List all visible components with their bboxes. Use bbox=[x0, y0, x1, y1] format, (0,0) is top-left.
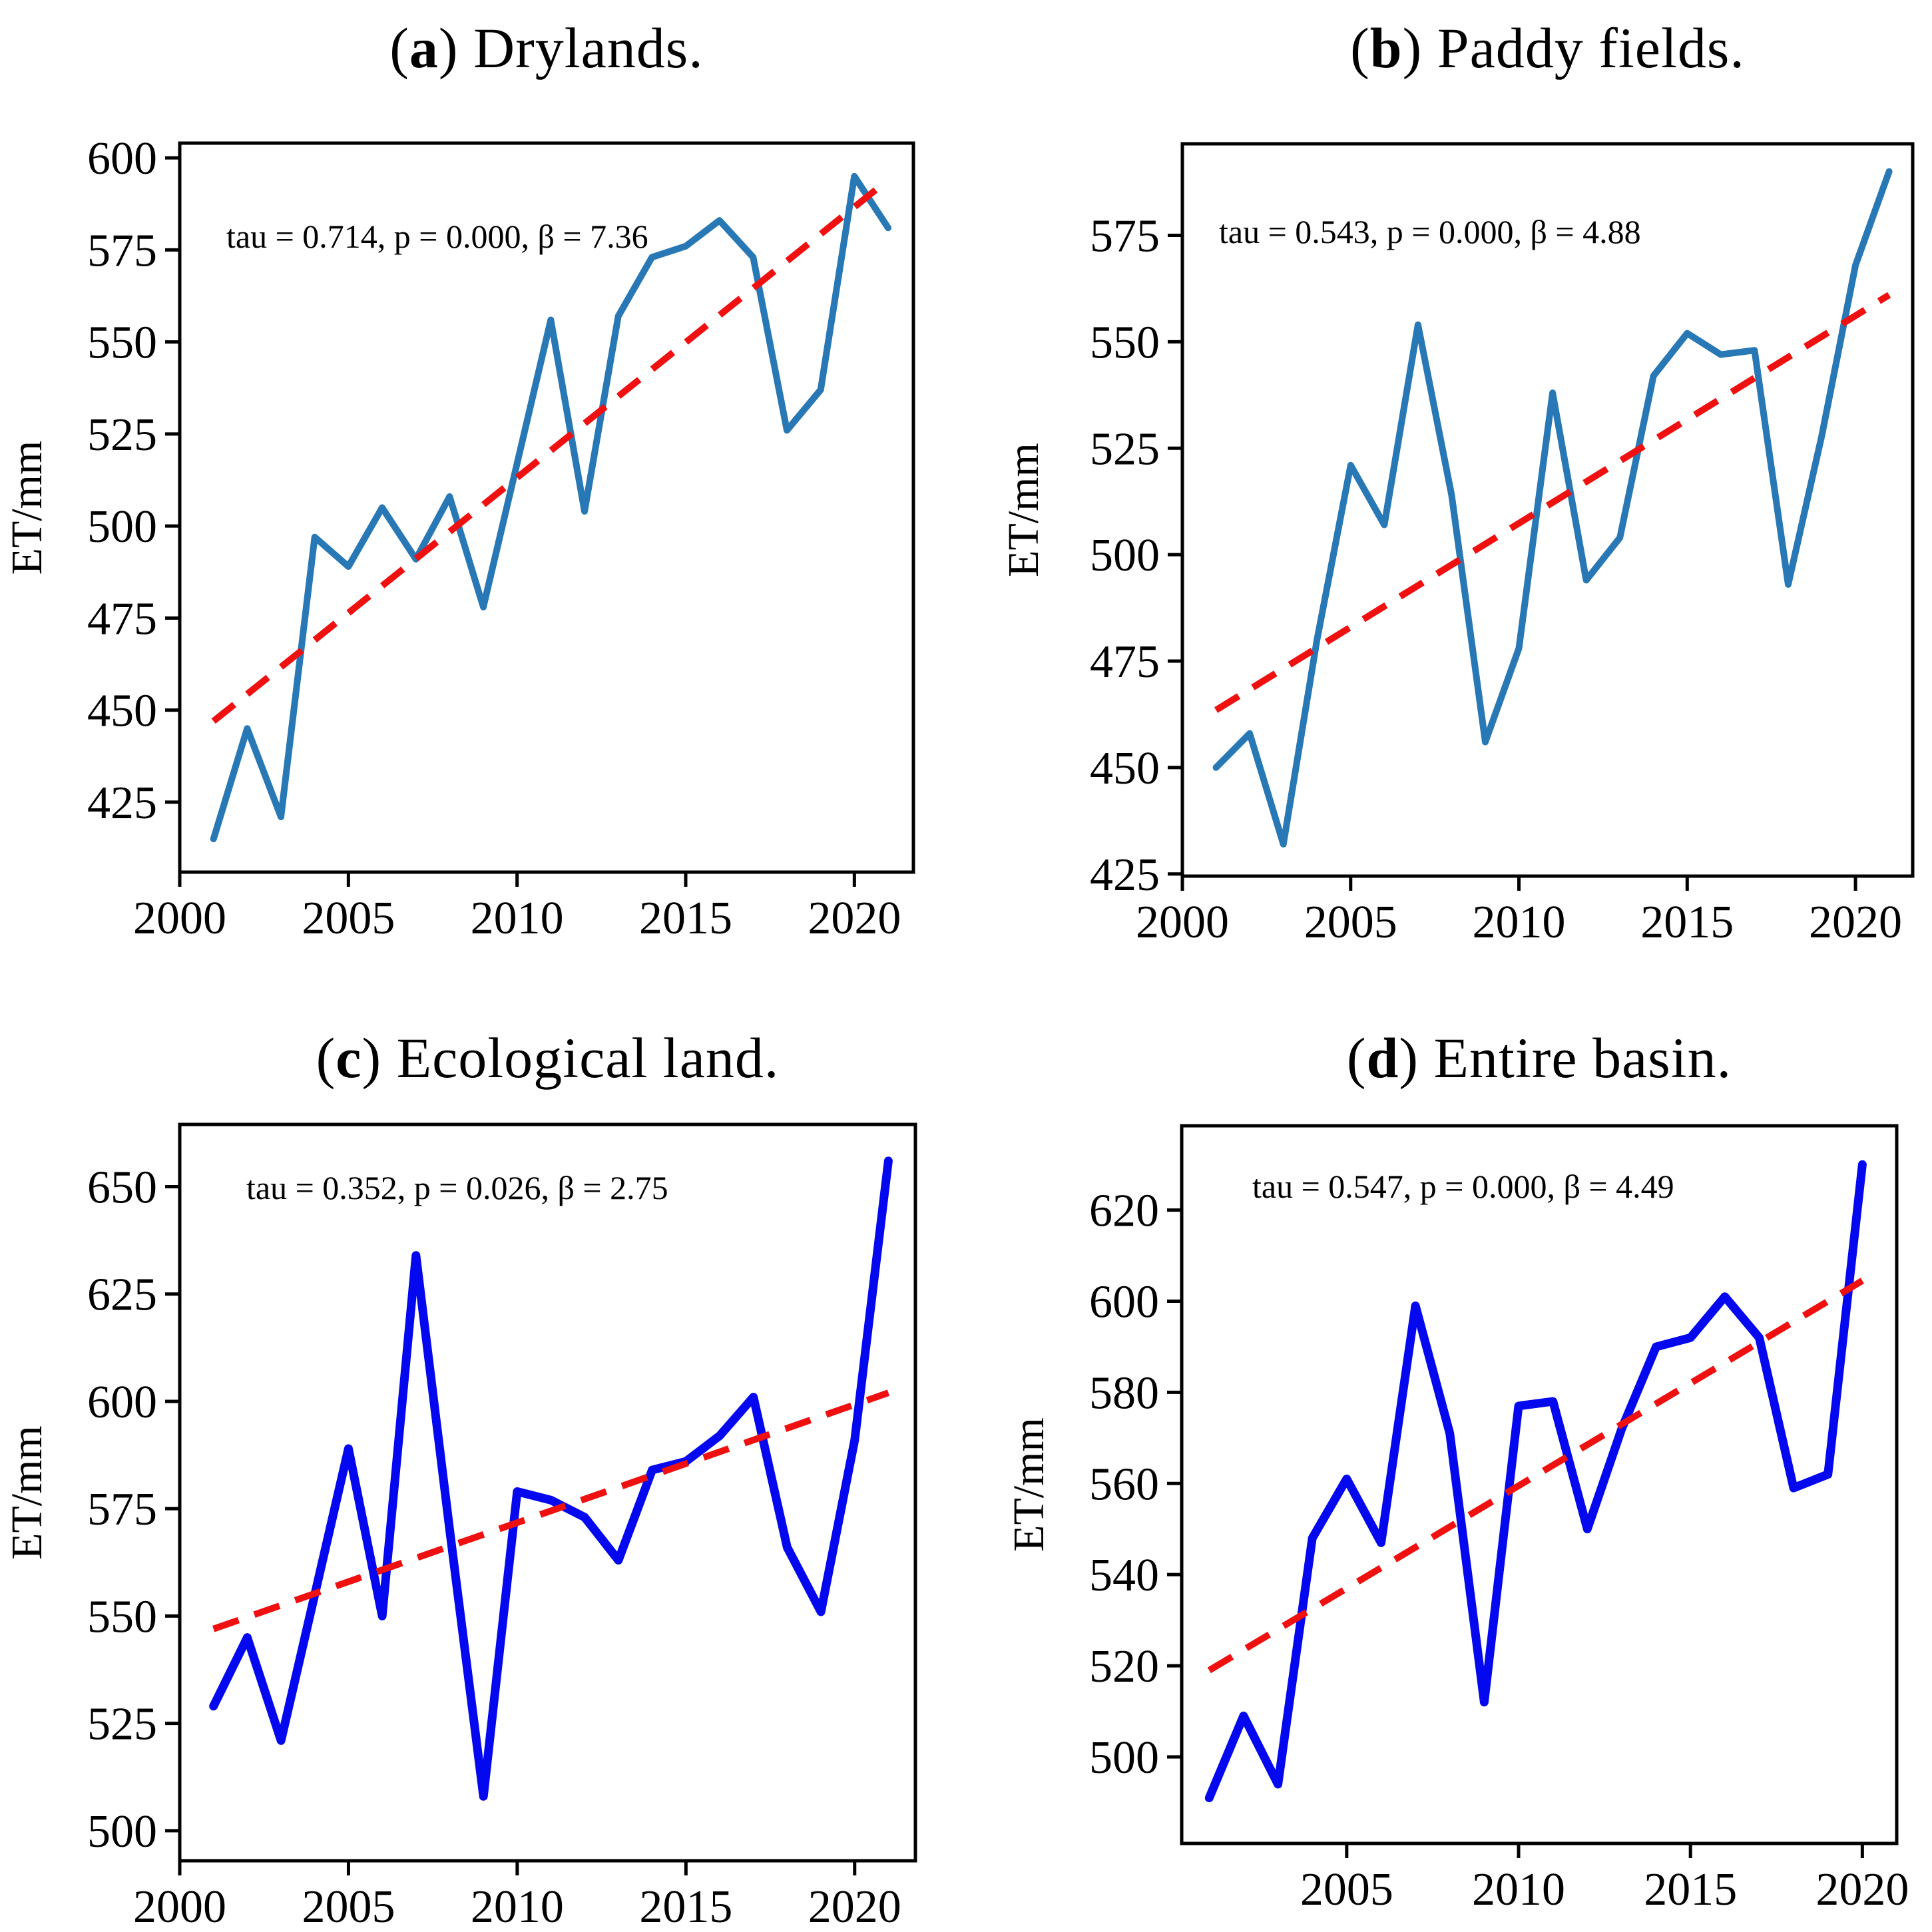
panel-name-a: Drylands. bbox=[473, 16, 704, 80]
plot-area-border bbox=[178, 1122, 917, 1863]
stats-annotation: tau = 0.714, p = 0.000, β = 7.36 bbox=[226, 218, 648, 255]
panel-title-c: (c) Ecological land. bbox=[215, 1025, 881, 1091]
panel-tag-d: (d) bbox=[1346, 1026, 1419, 1090]
y-tick-label: 520 bbox=[1089, 1641, 1159, 1692]
x-tick-label: 2020 bbox=[808, 893, 901, 944]
x-tick-label: 2005 bbox=[1300, 1864, 1393, 1915]
y-axis-label: ET/mm bbox=[1005, 1417, 1053, 1552]
y-tick-label: 450 bbox=[1090, 743, 1160, 794]
stats-annotation: tau = 0.547, p = 0.000, β = 4.49 bbox=[1252, 1168, 1674, 1205]
y-tick-label: 550 bbox=[1090, 317, 1160, 368]
y-tick-label: 540 bbox=[1089, 1550, 1159, 1601]
y-tick-label: 525 bbox=[1090, 423, 1160, 475]
y-tick-label: 600 bbox=[87, 133, 157, 184]
x-tick-label: 2015 bbox=[639, 1881, 732, 1932]
y-tick-label: 525 bbox=[87, 1699, 157, 1750]
y-tick-label: 500 bbox=[87, 1806, 157, 1857]
y-tick-label: 600 bbox=[1089, 1277, 1159, 1328]
y-tick-label: 550 bbox=[87, 318, 157, 369]
panel-title-d: (d) Entire basin. bbox=[1206, 1025, 1872, 1091]
x-tick-label: 2005 bbox=[1304, 897, 1397, 948]
y-tick-label: 580 bbox=[1089, 1367, 1159, 1419]
x-tick-label: 2010 bbox=[1473, 897, 1566, 948]
trend-line bbox=[212, 1389, 890, 1632]
panel-tag-a: (a) bbox=[389, 16, 459, 80]
x-tick-label: 2010 bbox=[471, 1881, 564, 1932]
et-series-line bbox=[1212, 168, 1893, 847]
y-tick-label: 650 bbox=[87, 1162, 157, 1214]
panel-name-d: Entire basin. bbox=[1433, 1026, 1732, 1090]
y-tick-label: 500 bbox=[87, 501, 157, 553]
y-tick-label: 575 bbox=[87, 225, 157, 276]
x-tick-label: 2010 bbox=[471, 893, 564, 944]
panel-name-c: Ecological land. bbox=[396, 1026, 780, 1090]
chart-panel-d: 2005 2010 2015 2020 500 520 540 560 580 600 620 ET/… bbox=[1005, 1124, 1909, 1915]
x-tick-label: 2005 bbox=[302, 1881, 395, 1932]
x-tick-label: 2015 bbox=[1644, 1864, 1737, 1915]
y-tick-label: 575 bbox=[87, 1484, 157, 1535]
y-tick-label: 475 bbox=[87, 593, 157, 644]
y-axis-label: ET/mm bbox=[3, 441, 51, 575]
y-tick-label: 560 bbox=[1089, 1459, 1159, 1510]
panel-title-b: (b) Paddy fields. bbox=[1215, 15, 1881, 81]
et-series-line bbox=[1204, 1160, 1867, 1803]
y-tick-label: 425 bbox=[1090, 849, 1160, 901]
y-tick-label: 525 bbox=[87, 409, 157, 461]
y-tick-label: 425 bbox=[87, 778, 157, 829]
y-tick-label: 450 bbox=[87, 686, 157, 737]
trend-line bbox=[211, 177, 891, 724]
chart-panel-c: 2000 2005 2010 2015 2020 500 525 550 575 600 625 65… bbox=[3, 1122, 917, 1932]
trend-line bbox=[1207, 1278, 1864, 1674]
y-tick-label: 625 bbox=[87, 1270, 157, 1321]
chart-panel-a: 2000 2005 2010 2015 2020 425 450 475 500 525 550 57… bbox=[3, 133, 915, 944]
x-tick-label: 2000 bbox=[133, 1881, 226, 1932]
panel-c: (c) Ecological land. 2000 2005 2010 2015 202… bbox=[0, 966, 966, 1932]
trend-line bbox=[1214, 292, 1891, 713]
y-tick-label: 575 bbox=[1090, 211, 1160, 262]
panel-name-b: Paddy fields. bbox=[1437, 16, 1745, 80]
x-tick-label: 2020 bbox=[808, 1881, 901, 1932]
x-tick-label: 2020 bbox=[1815, 1864, 1909, 1915]
et-series-line bbox=[210, 172, 891, 843]
y-tick-label: 600 bbox=[87, 1377, 157, 1428]
y-tick-label: 550 bbox=[87, 1591, 157, 1642]
stats-annotation: tau = 0.543, p = 0.000, β = 4.88 bbox=[1219, 213, 1641, 250]
panel-a: (a) Drylands. 2000 2005 2010 2015 2020 425 450… bbox=[0, 0, 966, 966]
panel-tag-c: (c) bbox=[316, 1026, 382, 1090]
chart-panel-b: 2000 2005 2010 2015 2020 425 450 475 500 525 550 57… bbox=[999, 142, 1915, 948]
x-tick-label: 2015 bbox=[639, 893, 732, 944]
y-tick-label: 620 bbox=[1089, 1186, 1159, 1237]
et-series-line bbox=[209, 1156, 893, 1801]
x-tick-label: 2020 bbox=[1809, 897, 1902, 948]
plot-area-border bbox=[178, 141, 915, 874]
y-tick-label: 500 bbox=[1089, 1732, 1159, 1784]
y-axis-label: ET/mm bbox=[3, 1425, 51, 1560]
x-tick-label: 2000 bbox=[1136, 897, 1229, 948]
x-tick-label: 2010 bbox=[1472, 1864, 1565, 1915]
y-tick-label: 475 bbox=[1090, 636, 1160, 688]
plot-area-border bbox=[1180, 1124, 1899, 1845]
panel-title-a: (a) Drylands. bbox=[214, 15, 879, 81]
panel-tag-b: (b) bbox=[1350, 16, 1423, 80]
plot-area-border bbox=[1180, 142, 1915, 878]
x-tick-label: 2000 bbox=[133, 893, 226, 944]
panel-d: (d) Entire basin. 2005 2010 2015 2020 500 520… bbox=[966, 966, 1932, 1932]
x-tick-label: 2015 bbox=[1640, 897, 1734, 948]
x-tick-label: 2005 bbox=[302, 893, 395, 944]
panel-b: (b) Paddy fields. 2000 2005 2010 2015 2020 42… bbox=[966, 0, 1932, 966]
y-tick-label: 500 bbox=[1090, 530, 1160, 581]
y-axis-label: ET/mm bbox=[999, 443, 1048, 577]
stats-annotation: tau = 0.352, p = 0.026, β = 2.75 bbox=[246, 1169, 668, 1206]
